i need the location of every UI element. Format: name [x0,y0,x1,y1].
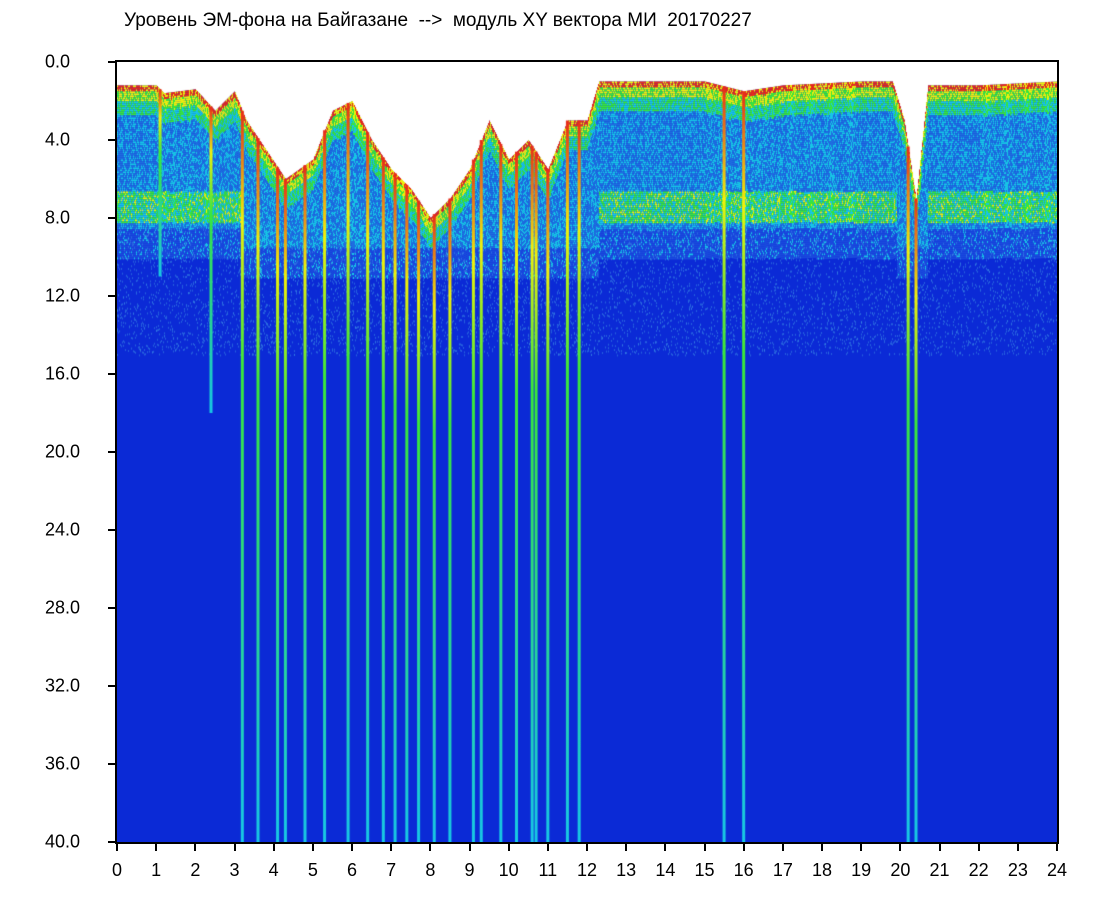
x-tick-label: 4 [268,860,279,880]
y-tick-label: 16.0 [45,363,81,384]
x-tick-label: 23 [1007,860,1028,880]
y-tick-label: 4.0 [45,129,71,150]
plot-area [115,60,1059,844]
y-tick-mark [108,61,115,63]
y-tick-mark [108,763,115,765]
x-tick-label: 3 [229,860,240,880]
y-tick-mark [108,451,115,453]
y-tick-label: 28.0 [45,597,81,618]
x-tick-mark [429,844,432,851]
x-tick-mark [860,844,863,851]
y-tick-label: 0.0 [45,51,71,72]
y-tick-mark [108,607,115,609]
y-tick-label: 32.0 [45,675,81,696]
x-tick-label: 6 [346,860,358,880]
y-tick-mark [108,217,115,219]
x-tick-label: 5 [307,860,318,880]
y-tick-mark [108,139,115,141]
x-tick-label: 9 [464,860,475,880]
x-tick-mark [977,844,980,851]
x-tick-mark [546,844,549,851]
x-tick-mark [586,844,588,851]
y-tick-label: 8.0 [45,207,71,228]
x-tick-label: 12 [576,860,598,880]
y-tick-label: 24.0 [45,519,81,540]
x-tick-label: 19 [851,860,872,880]
y-tick-label: 40.0 [45,831,81,852]
x-tick-mark [116,844,118,851]
x-tick-mark [1056,844,1058,851]
y-tick-mark [108,295,115,297]
x-tick-label: 0 [111,860,123,880]
x-tick-mark [899,844,902,851]
x-tick-label: 21 [929,860,950,880]
y-tick-label: 20.0 [45,441,81,462]
y-tick-mark [108,529,115,531]
x-tick-mark [938,844,941,851]
x-tick-label: 7 [386,860,397,880]
x-tick-mark [507,844,510,851]
x-tick-mark [311,844,314,851]
x-tick-label: 20 [890,860,911,880]
chart-title: Уровень ЭМ-фона на Байгазане --> модуль … [124,10,752,31]
spectrogram-canvas [117,62,1057,842]
x-tick-mark [1016,844,1019,851]
x-tick-label: 17 [772,860,793,880]
x-tick-mark [703,844,706,851]
x-tick-mark [233,844,236,851]
x-tick-mark [155,844,158,851]
y-tick-mark [108,685,115,687]
x-tick-mark [351,844,353,851]
x-tick-mark [194,844,197,851]
y-tick-mark [108,373,115,375]
x-tick-mark [664,844,667,851]
x-tick-label: 24 [1046,860,1068,880]
x-tick-label: 2 [190,860,201,880]
x-tick-mark [821,844,823,851]
x-tick-label: 8 [425,860,436,880]
x-tick-mark [468,844,471,851]
x-tick-mark [625,844,628,851]
x-tick-label: 11 [538,860,558,880]
y-tick-label: 12.0 [45,285,81,306]
x-tick-label: 22 [968,860,989,880]
x-tick-mark [742,844,745,851]
x-tick-mark [390,844,393,851]
y-tick-mark [108,841,115,843]
x-tick-label: 16 [733,860,754,880]
x-tick-label: 10 [498,860,519,880]
x-tick-label: 15 [694,860,715,880]
x-tick-label: 1 [151,860,162,880]
x-tick-label: 13 [616,860,637,880]
x-tick-mark [272,844,275,851]
x-tick-mark [781,844,784,851]
x-tick-label: 14 [655,860,676,880]
x-tick-label: 18 [811,860,833,880]
y-tick-label: 36.0 [45,753,81,774]
